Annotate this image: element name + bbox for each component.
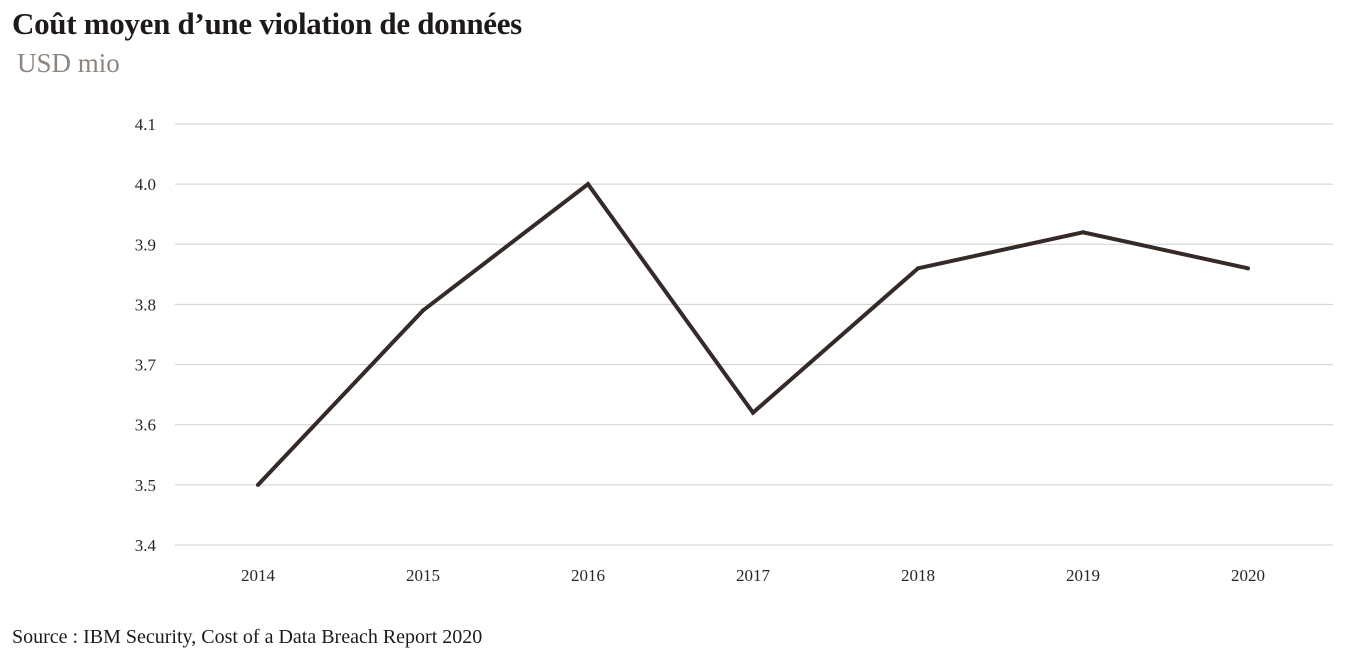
series-line [256,181,1249,487]
data-point [751,410,755,415]
chart-title: Coût moyen d’une violation de données [12,6,522,41]
y-tick-label: 4.0 [135,175,156,194]
data-point [916,266,920,271]
x-tick-label: 2019 [1066,566,1100,585]
x-tick-label: 2018 [901,566,935,585]
x-tick-label: 2014 [241,566,276,585]
source-note: Source : IBM Security, Cost of a Data Br… [12,626,483,648]
chart-subtitle: USD mio [17,48,120,78]
data-point [256,482,260,487]
data-point [586,182,590,187]
y-tick-label: 3.7 [135,356,157,375]
data-point [1081,230,1085,235]
grid-lines [175,123,1333,546]
data-point [421,308,425,313]
y-tick-label: 3.6 [135,416,156,435]
x-axis-ticks: 2014 2015 2016 2017 2018 2019 2020 [241,566,1265,585]
y-tick-label: 3.4 [135,536,157,555]
y-tick-label: 3.9 [135,235,156,254]
x-tick-label: 2016 [571,566,605,585]
x-tick-label: 2020 [1231,566,1265,585]
y-tick-label: 3.8 [135,295,156,314]
y-axis-ticks: 3.4 3.5 3.6 3.7 3.8 3.9 4.0 4.1 [135,115,157,555]
y-tick-label: 4.1 [135,115,156,134]
series-layer [256,181,1250,487]
data-point [1246,266,1250,271]
x-tick-label: 2017 [736,566,771,585]
x-tick-label: 2015 [406,566,440,585]
y-tick-label: 3.5 [135,476,156,495]
